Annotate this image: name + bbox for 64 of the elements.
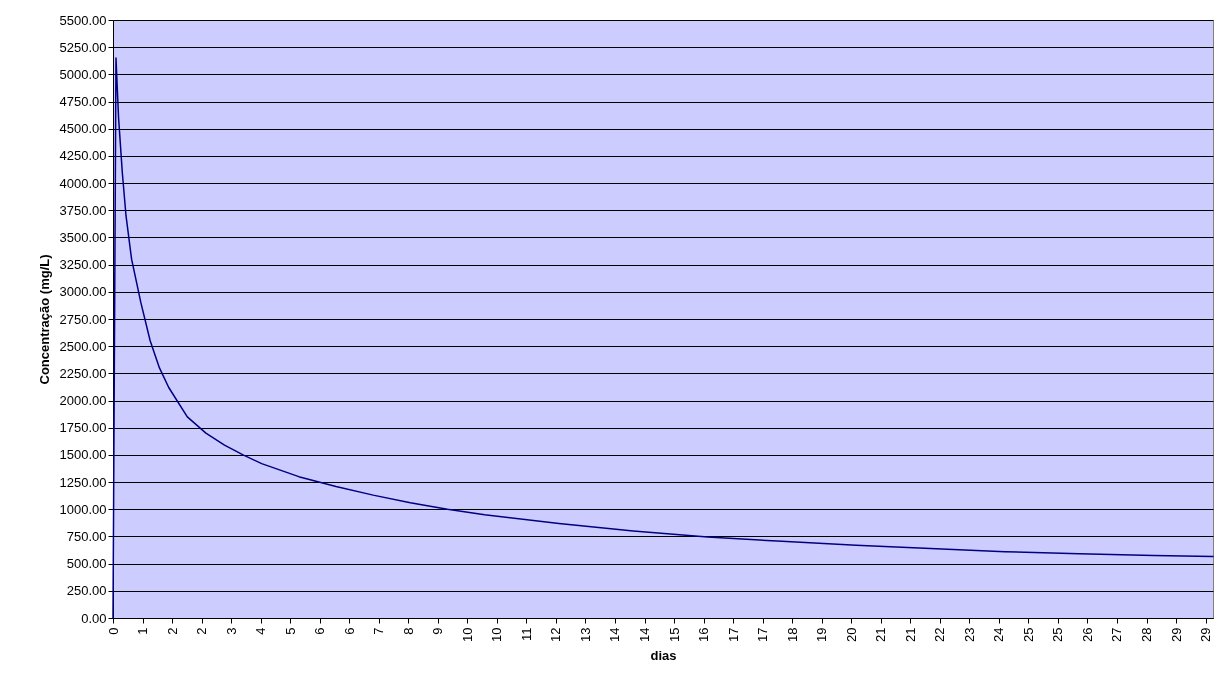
y-tick-label: 4250.00 [59,148,107,164]
y-axis-title: Concentração (mg/L) [36,254,52,385]
x-tick-label: 14 [607,627,623,642]
x-tick-label: 25 [1050,627,1066,642]
x-tick-label: 10 [459,627,475,642]
y-tick-label: 5000.00 [59,66,107,82]
x-tick-label: 17 [725,627,741,642]
x-tick-label: 2 [164,627,180,635]
x-tick-label: 17 [755,627,771,642]
x-tick-label: 21 [902,627,918,642]
x-tick-label: 4 [253,627,269,635]
x-tick-label: 8 [400,627,416,635]
x-tick-label: 24 [991,627,1007,642]
x-tick-label: 13 [577,627,593,642]
x-tick-label: 16 [696,627,712,642]
y-tick-label: 2250.00 [59,365,107,381]
x-tick-label: 11 [518,627,534,641]
x-tick-label: 23 [961,627,977,642]
y-tick-label: 3500.00 [59,229,107,245]
y-tick-label: 3000.00 [59,284,107,300]
x-tick-label: 28 [1139,627,1155,642]
line-series [112,57,1214,619]
x-tick-label: 9 [430,627,446,635]
x-tick-label: 21 [873,627,889,642]
x-tick-label: 22 [932,627,948,642]
y-tick-label: 4750.00 [59,94,107,110]
y-tick-label: 2500.00 [59,338,107,354]
y-tick-label: 3250.00 [59,257,107,273]
y-tick-label: 5250.00 [59,39,107,55]
x-tick-label: 26 [1079,627,1095,642]
x-tick-label: 25 [1020,627,1036,642]
y-tick-label: 4500.00 [59,121,107,137]
y-tick-label: 2750.00 [59,311,107,327]
x-tick-label: 10 [489,627,505,642]
y-tick-label: 2000.00 [59,393,107,409]
x-tick-label: 7 [371,627,387,635]
x-tick-label: 1 [135,627,151,635]
x-tick-label: 19 [814,627,830,642]
y-tick-label: 1500.00 [59,447,107,463]
y-tick-label: 1750.00 [59,420,107,436]
x-tick-label: 29 [1198,627,1214,642]
y-tick-label: 1250.00 [59,474,107,490]
x-tick-label: 5 [282,627,298,635]
x-tick-label: 15 [666,627,682,642]
x-tick-label: 6 [312,627,328,635]
y-tick-label: 500.00 [66,556,107,572]
x-tick-label: 12 [548,627,564,642]
x-tick-label: 27 [1109,627,1125,642]
y-tick-label: 5500.00 [59,12,107,28]
x-tick-label: 29 [1168,627,1184,642]
x-tick-label: 6 [341,627,357,635]
y-tick-label: 750.00 [66,528,107,544]
y-tick-label: 250.00 [66,583,107,599]
x-axis-title: dias [650,647,677,663]
y-tick-label: 1000.00 [59,501,107,517]
y-tick-label: 0.00 [81,610,107,626]
x-tick-label: 18 [784,627,800,642]
x-tick-label: 0 [105,627,121,635]
x-tick-label: 2 [194,627,210,635]
x-tick-label: 14 [637,627,653,642]
x-tick-label: 3 [223,627,239,635]
x-tick-label: 20 [843,627,859,642]
y-tick-label: 3750.00 [59,202,107,218]
y-tick-label: 4000.00 [59,175,107,191]
